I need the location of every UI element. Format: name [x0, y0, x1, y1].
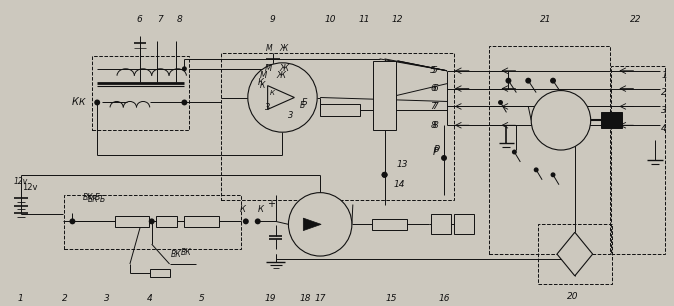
Text: К: К — [79, 98, 86, 107]
Circle shape — [255, 218, 261, 224]
Circle shape — [550, 78, 556, 84]
Text: 17: 17 — [314, 294, 326, 303]
Bar — [601, 112, 622, 128]
Text: ВК·Б: ВК·Б — [88, 195, 106, 204]
Text: К: К — [257, 205, 264, 214]
Text: К: К — [270, 90, 275, 95]
Text: 12v: 12v — [22, 183, 38, 192]
Bar — [489, 46, 609, 254]
Text: 10: 10 — [324, 15, 336, 24]
Circle shape — [441, 155, 447, 161]
Text: Ж: Ж — [279, 44, 288, 54]
Text: 6: 6 — [430, 84, 436, 93]
Bar — [611, 66, 665, 254]
Text: 2: 2 — [61, 294, 67, 303]
Text: 18: 18 — [299, 294, 311, 303]
Text: 4: 4 — [661, 124, 667, 133]
Circle shape — [243, 218, 249, 224]
Bar — [373, 61, 396, 130]
Text: Б: Б — [301, 98, 307, 107]
Text: 16: 16 — [438, 294, 450, 303]
Text: 2: 2 — [661, 88, 667, 97]
Text: 3: 3 — [661, 106, 667, 115]
Circle shape — [534, 167, 539, 172]
Text: К: К — [240, 205, 246, 214]
Text: 20: 20 — [567, 292, 578, 301]
Circle shape — [248, 63, 317, 132]
Circle shape — [149, 218, 154, 224]
Bar — [150, 269, 170, 277]
Text: 3: 3 — [104, 294, 110, 303]
Text: 3: 3 — [288, 111, 293, 120]
Bar — [431, 215, 451, 234]
Bar — [320, 104, 360, 116]
Text: 8: 8 — [432, 121, 438, 130]
Text: 5: 5 — [432, 66, 438, 75]
Circle shape — [506, 78, 512, 84]
Circle shape — [512, 150, 517, 155]
Text: 12: 12 — [392, 15, 403, 24]
Bar — [221, 53, 454, 200]
Text: Р: Р — [433, 147, 439, 157]
Text: 5: 5 — [198, 294, 204, 303]
Text: Б: Б — [300, 101, 305, 110]
Text: 1: 1 — [18, 294, 24, 303]
Bar — [115, 216, 149, 227]
Text: 22: 22 — [630, 15, 641, 24]
Text: 13: 13 — [397, 160, 408, 170]
Bar — [65, 195, 241, 249]
Text: 3: 3 — [265, 103, 270, 112]
Text: 6: 6 — [137, 15, 143, 24]
Text: М: М — [266, 44, 272, 54]
Bar — [538, 224, 613, 284]
Text: 1: 1 — [661, 71, 667, 80]
Circle shape — [531, 91, 590, 150]
Text: 8: 8 — [177, 15, 183, 24]
Text: 7: 7 — [430, 102, 436, 111]
Circle shape — [181, 99, 187, 106]
Circle shape — [288, 193, 352, 256]
Text: 19: 19 — [265, 294, 276, 303]
Circle shape — [525, 78, 531, 84]
Circle shape — [551, 172, 555, 177]
Text: 7: 7 — [432, 102, 438, 111]
Bar — [92, 56, 189, 130]
Polygon shape — [268, 86, 295, 110]
Text: 12v: 12v — [13, 177, 28, 186]
Text: К: К — [257, 78, 264, 87]
Text: Ж: Ж — [276, 71, 285, 80]
Text: 4: 4 — [147, 294, 152, 303]
Circle shape — [498, 100, 503, 105]
Circle shape — [94, 99, 100, 106]
Bar — [156, 216, 177, 227]
Text: ВК: ВК — [181, 248, 191, 257]
Text: 15: 15 — [386, 294, 397, 303]
Text: 6: 6 — [432, 84, 438, 93]
Text: К: К — [260, 81, 266, 90]
Text: 8: 8 — [430, 121, 436, 130]
Text: 9: 9 — [270, 15, 276, 24]
Text: 14: 14 — [394, 180, 405, 189]
Polygon shape — [557, 232, 592, 276]
Text: Ж: Ж — [279, 64, 288, 73]
Circle shape — [381, 172, 388, 178]
Text: 7: 7 — [157, 15, 162, 24]
Bar — [184, 216, 218, 227]
Text: ВК: ВК — [171, 250, 182, 259]
Text: К: К — [72, 98, 79, 107]
Text: М: М — [265, 64, 272, 73]
Text: 11: 11 — [359, 15, 371, 24]
Text: М: М — [260, 71, 268, 80]
Bar — [454, 215, 474, 234]
Text: Р: Р — [434, 145, 440, 155]
Text: ВК·Б: ВК·Б — [83, 193, 101, 202]
Circle shape — [69, 218, 75, 224]
Bar — [372, 219, 407, 230]
Polygon shape — [303, 218, 321, 231]
Text: 21: 21 — [541, 15, 552, 24]
Circle shape — [381, 172, 388, 178]
Text: +: + — [267, 199, 274, 208]
Circle shape — [182, 66, 187, 71]
Text: 5: 5 — [430, 66, 436, 75]
